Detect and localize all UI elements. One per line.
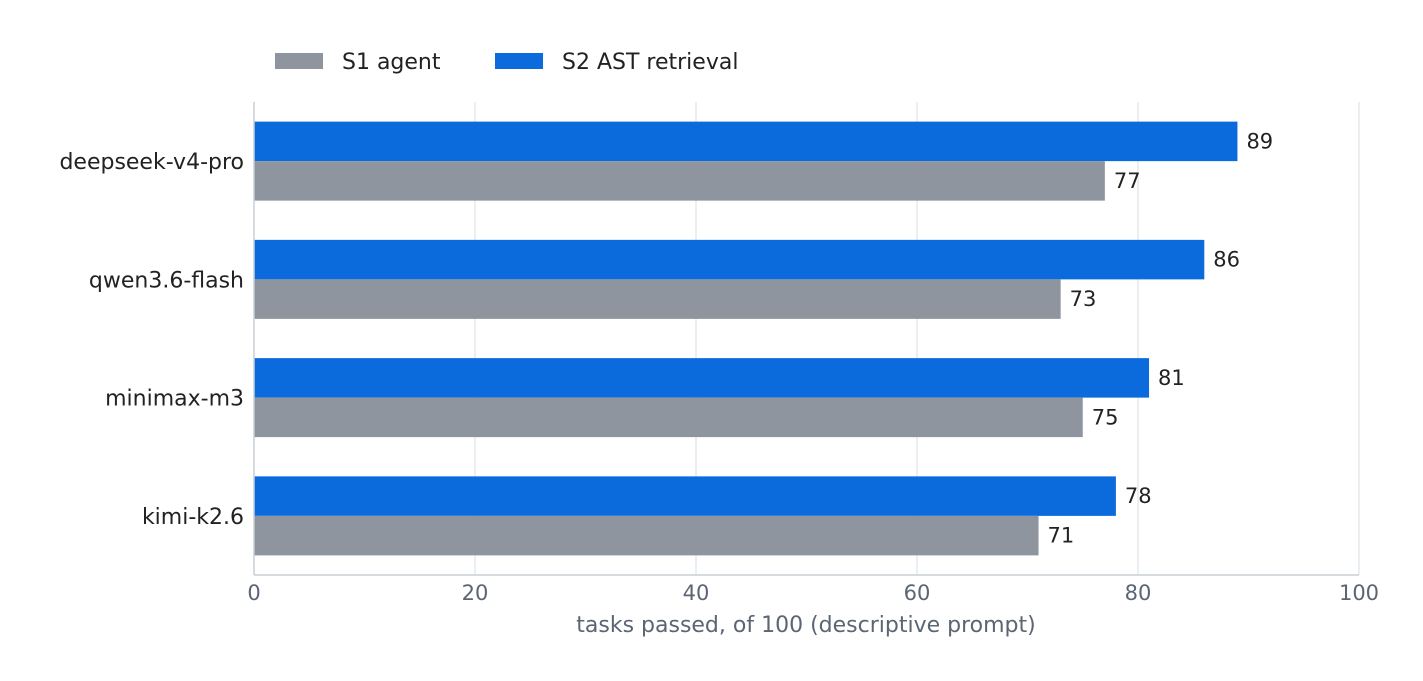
legend-swatch xyxy=(495,53,543,69)
bar-value-label: 78 xyxy=(1125,484,1152,508)
bar-s2 xyxy=(254,121,1238,162)
bar-s1 xyxy=(254,515,1039,556)
legend: S1 agent S2 AST retrieval xyxy=(275,50,738,75)
bar-value-label: 89 xyxy=(1246,129,1273,153)
legend-swatch xyxy=(275,53,323,69)
bar-s2 xyxy=(254,476,1116,516)
category-label: deepseek-v4-pro xyxy=(59,150,244,175)
x-tick-label: 40 xyxy=(683,581,710,605)
bar-value-label: 86 xyxy=(1213,248,1240,272)
labels: 0 20 40 60 80 100 deepseek-v4-pro 89 77 qwen3.6-f… xyxy=(59,129,1379,605)
bar-value-label: 71 xyxy=(1048,524,1075,548)
x-tick-label: 60 xyxy=(904,581,931,605)
axes xyxy=(253,102,1359,576)
x-axis-title: tasks passed, of 100 (descriptive prompt… xyxy=(576,613,1035,638)
bar-s2 xyxy=(254,358,1150,398)
bar-value-label: 73 xyxy=(1070,287,1097,311)
bar-s1 xyxy=(254,161,1105,201)
x-tick-label: 100 xyxy=(1339,581,1379,605)
x-tick-label: 20 xyxy=(462,581,489,605)
bar-value-label: 75 xyxy=(1092,405,1119,429)
bar-s2 xyxy=(254,239,1205,280)
bar-s1 xyxy=(254,279,1061,319)
bar-value-label: 77 xyxy=(1114,169,1141,193)
category-label: kimi-k2.6 xyxy=(142,505,244,530)
category-label: qwen3.6-flash xyxy=(89,268,244,293)
legend-label: S1 agent xyxy=(342,50,441,75)
bar-value-label: 81 xyxy=(1158,366,1185,390)
bars xyxy=(254,121,1238,556)
x-tick-label: 80 xyxy=(1125,581,1152,605)
bar-s1 xyxy=(254,397,1083,438)
legend-label: S2 AST retrieval xyxy=(562,50,738,75)
x-tick-label: 0 xyxy=(247,581,260,605)
category-label: minimax-m3 xyxy=(105,387,244,412)
